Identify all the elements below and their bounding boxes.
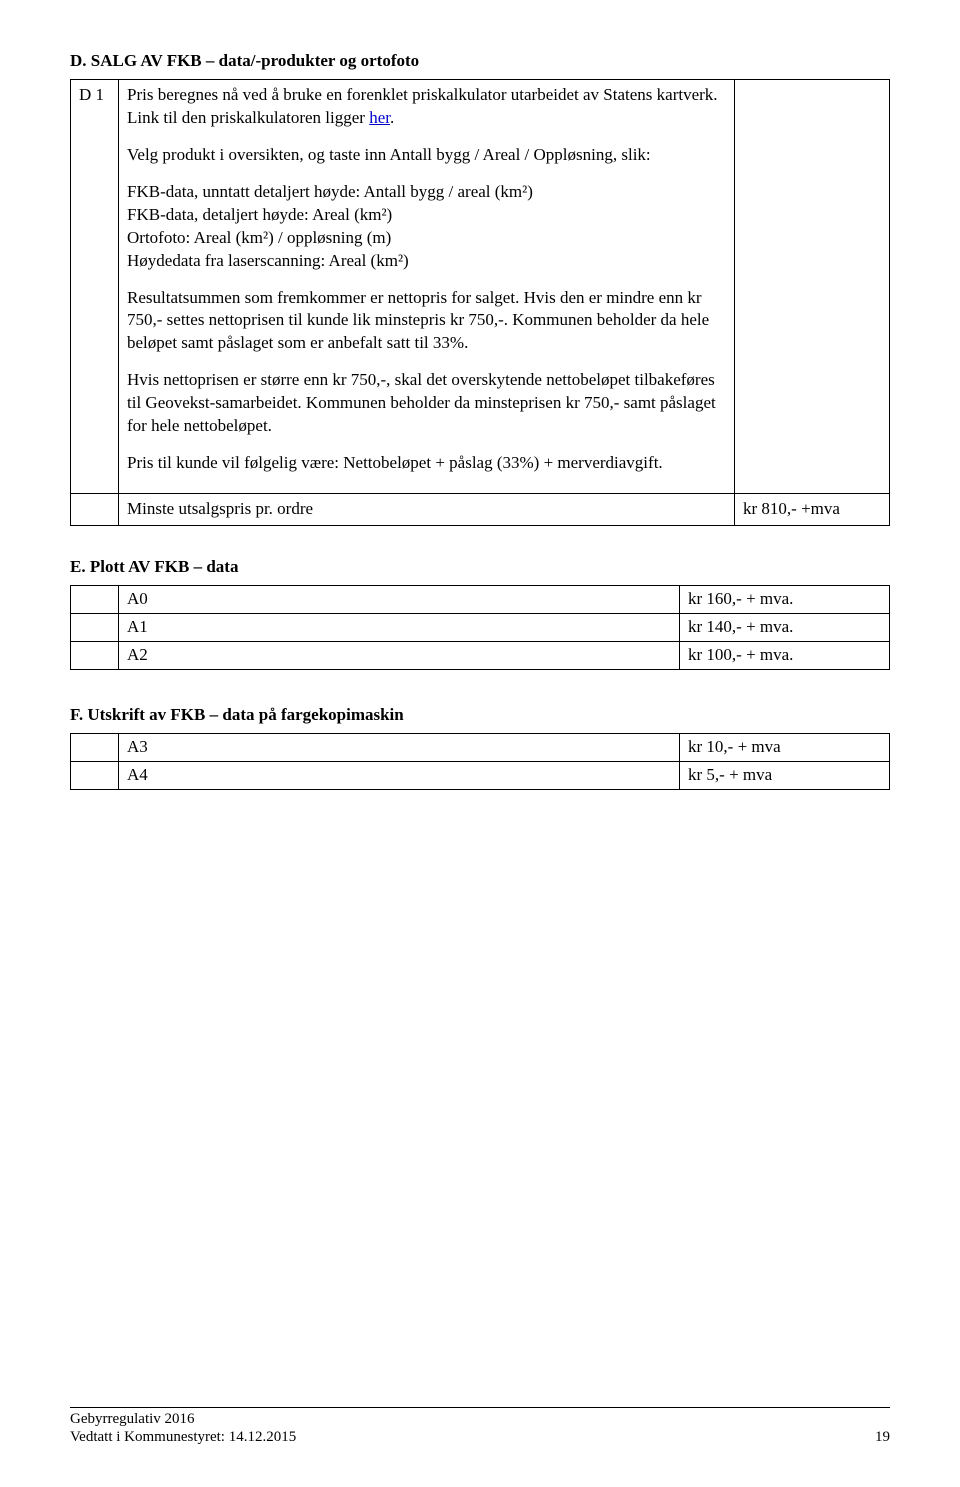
table-row: A2 kr 100,- + mva. xyxy=(71,641,890,669)
footer-left: Gebyrregulativ 2016 Vedtatt i Kommunesty… xyxy=(70,1410,296,1448)
table-row: A1 kr 140,- + mva. xyxy=(71,613,890,641)
section-d-body: Pris beregnes nå ved å bruke en forenkle… xyxy=(119,79,735,493)
section-d-p2: Velg produkt i oversikten, og taste inn … xyxy=(127,144,726,167)
section-d-row2-label: Minste utsalgspris pr. ordre xyxy=(119,494,735,526)
section-d-code: D 1 xyxy=(71,79,119,493)
section-f-heading: F. Utskrift av FKB – data på fargekopima… xyxy=(70,704,890,727)
section-e-heading: E. Plott AV FKB – data xyxy=(70,556,890,579)
section-e-price: kr 140,- + mva. xyxy=(680,613,890,641)
page-number: 19 xyxy=(875,1427,890,1447)
section-d-p4: Resultatsummen som fremkommer er nettopr… xyxy=(127,287,726,356)
section-d-p3d: Høydedata fra laserscanning: Areal (km²) xyxy=(127,251,409,270)
table-row: A4 kr 5,- + mva xyxy=(71,761,890,789)
section-f-table: A3 kr 10,- + mva A4 kr 5,- + mva xyxy=(70,733,890,790)
table-row: Minste utsalgspris pr. ordre kr 810,- +m… xyxy=(71,494,890,526)
section-d-p1a: Pris beregnes nå ved å bruke en forenkle… xyxy=(127,85,718,127)
section-f-label: A4 xyxy=(119,761,680,789)
table-row: D 1 Pris beregnes nå ved å bruke en fore… xyxy=(71,79,890,493)
section-d-p3b: FKB-data, detaljert høyde: Areal (km²) xyxy=(127,205,392,224)
section-f-label: A3 xyxy=(119,733,680,761)
table-row: A0 kr 160,- + mva. xyxy=(71,585,890,613)
section-d-row2-price: kr 810,- +mva xyxy=(735,494,890,526)
section-e-label: A0 xyxy=(119,585,680,613)
spacer-cell xyxy=(71,733,119,761)
footer-divider xyxy=(70,1407,890,1408)
section-f-price: kr 10,- + mva xyxy=(680,733,890,761)
section-e-price: kr 160,- + mva. xyxy=(680,585,890,613)
page-footer: Gebyrregulativ 2016 Vedtatt i Kommunesty… xyxy=(70,1407,890,1448)
section-d-p3: FKB-data, unntatt detaljert høyde: Antal… xyxy=(127,181,726,273)
footer-row: Gebyrregulativ 2016 Vedtatt i Kommunesty… xyxy=(70,1410,890,1448)
section-d-p6: Pris til kunde vil følgelig være: Nettob… xyxy=(127,452,726,475)
section-d-p5: Hvis nettoprisen er større enn kr 750,-,… xyxy=(127,369,726,438)
section-d-heading: D. SALG AV FKB – data/-produkter og orto… xyxy=(70,50,890,73)
section-d-p1: Pris beregnes nå ved å bruke en forenkle… xyxy=(127,84,726,130)
spacer-cell xyxy=(71,613,119,641)
footer-line1: Gebyrregulativ 2016 xyxy=(70,1411,195,1427)
section-d-table: D 1 Pris beregnes nå ved å bruke en fore… xyxy=(70,79,890,526)
section-d-p3c: Ortofoto: Areal (km²) / oppløsning (m) xyxy=(127,228,391,247)
section-d-price-empty xyxy=(735,79,890,493)
section-e-price: kr 100,- + mva. xyxy=(680,641,890,669)
section-f-price: kr 5,- + mva xyxy=(680,761,890,789)
spacer-cell xyxy=(71,585,119,613)
section-e-table: A0 kr 160,- + mva. A1 kr 140,- + mva. A2… xyxy=(70,585,890,670)
spacer-cell xyxy=(71,761,119,789)
spacer-cell xyxy=(71,641,119,669)
priskalkulator-link[interactable]: her xyxy=(369,108,390,127)
section-e-label: A1 xyxy=(119,613,680,641)
table-row: A3 kr 10,- + mva xyxy=(71,733,890,761)
footer-line2: Vedtatt i Kommunestyret: 14.12.2015 xyxy=(70,1429,296,1445)
section-d-row2-code xyxy=(71,494,119,526)
section-d-p1b: . xyxy=(390,108,394,127)
section-d-p3a: FKB-data, unntatt detaljert høyde: Antal… xyxy=(127,182,533,201)
section-e-label: A2 xyxy=(119,641,680,669)
